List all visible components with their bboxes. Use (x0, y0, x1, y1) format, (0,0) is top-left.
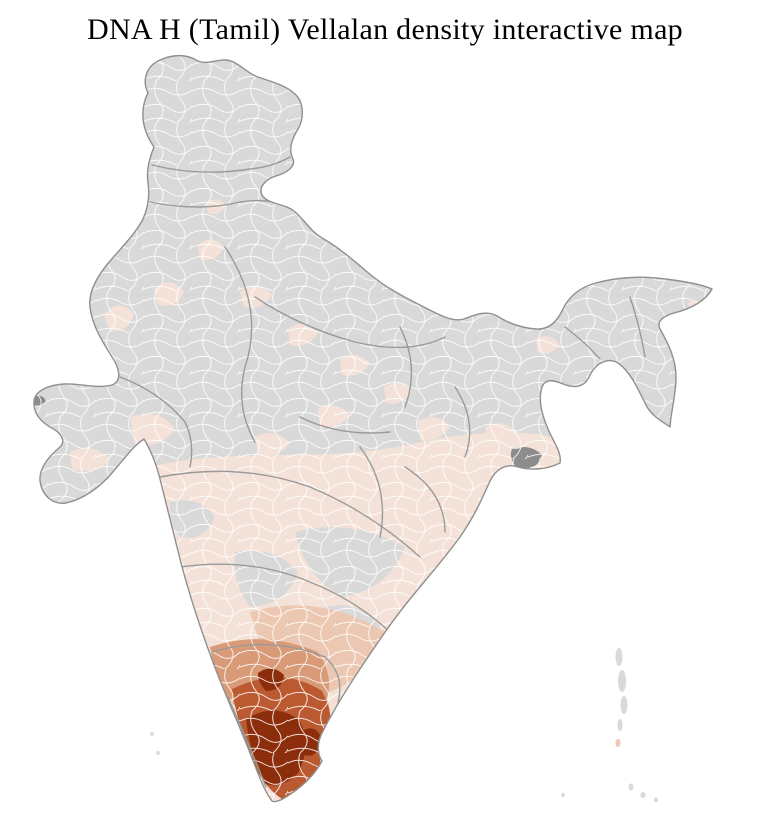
state-border-line (254, 295, 446, 348)
state-border-line (211, 643, 341, 703)
district-boundaries-mesh (33, 55, 713, 802)
andaman-island[interactable] (618, 669, 626, 692)
state-border-line (299, 415, 391, 434)
andaman-island[interactable] (615, 647, 623, 666)
map-title: DNA H (Tamil) Vellalan density interacti… (87, 13, 683, 46)
state-border-line (227, 695, 267, 788)
state-border-line (564, 295, 646, 360)
state-border-line (404, 465, 446, 533)
state-border-line (399, 325, 413, 408)
lakshadweep-island[interactable] (150, 731, 154, 736)
nicobar-island[interactable] (640, 791, 646, 798)
lakshadweep-islands[interactable] (150, 731, 160, 755)
state-border-line (224, 245, 256, 443)
state-border-line (359, 445, 384, 538)
state-borders (119, 155, 646, 788)
andaman-island[interactable] (620, 695, 628, 714)
nicobar-island[interactable] (654, 797, 658, 802)
state-border-line (119, 375, 193, 468)
india-choropleth-map[interactable] (0, 53, 770, 810)
state-border-line (454, 385, 471, 458)
island-speck[interactable] (561, 792, 565, 797)
state-border-line (159, 470, 421, 558)
andaman-island[interactable] (617, 718, 623, 731)
andaman-island-low-density[interactable] (615, 738, 621, 747)
lakshadweep-island[interactable] (156, 750, 160, 755)
nicobar-island[interactable] (628, 783, 634, 790)
andaman-nicobar-islands[interactable] (561, 647, 658, 803)
state-border-line (179, 562, 396, 638)
state-border-line (151, 155, 291, 173)
